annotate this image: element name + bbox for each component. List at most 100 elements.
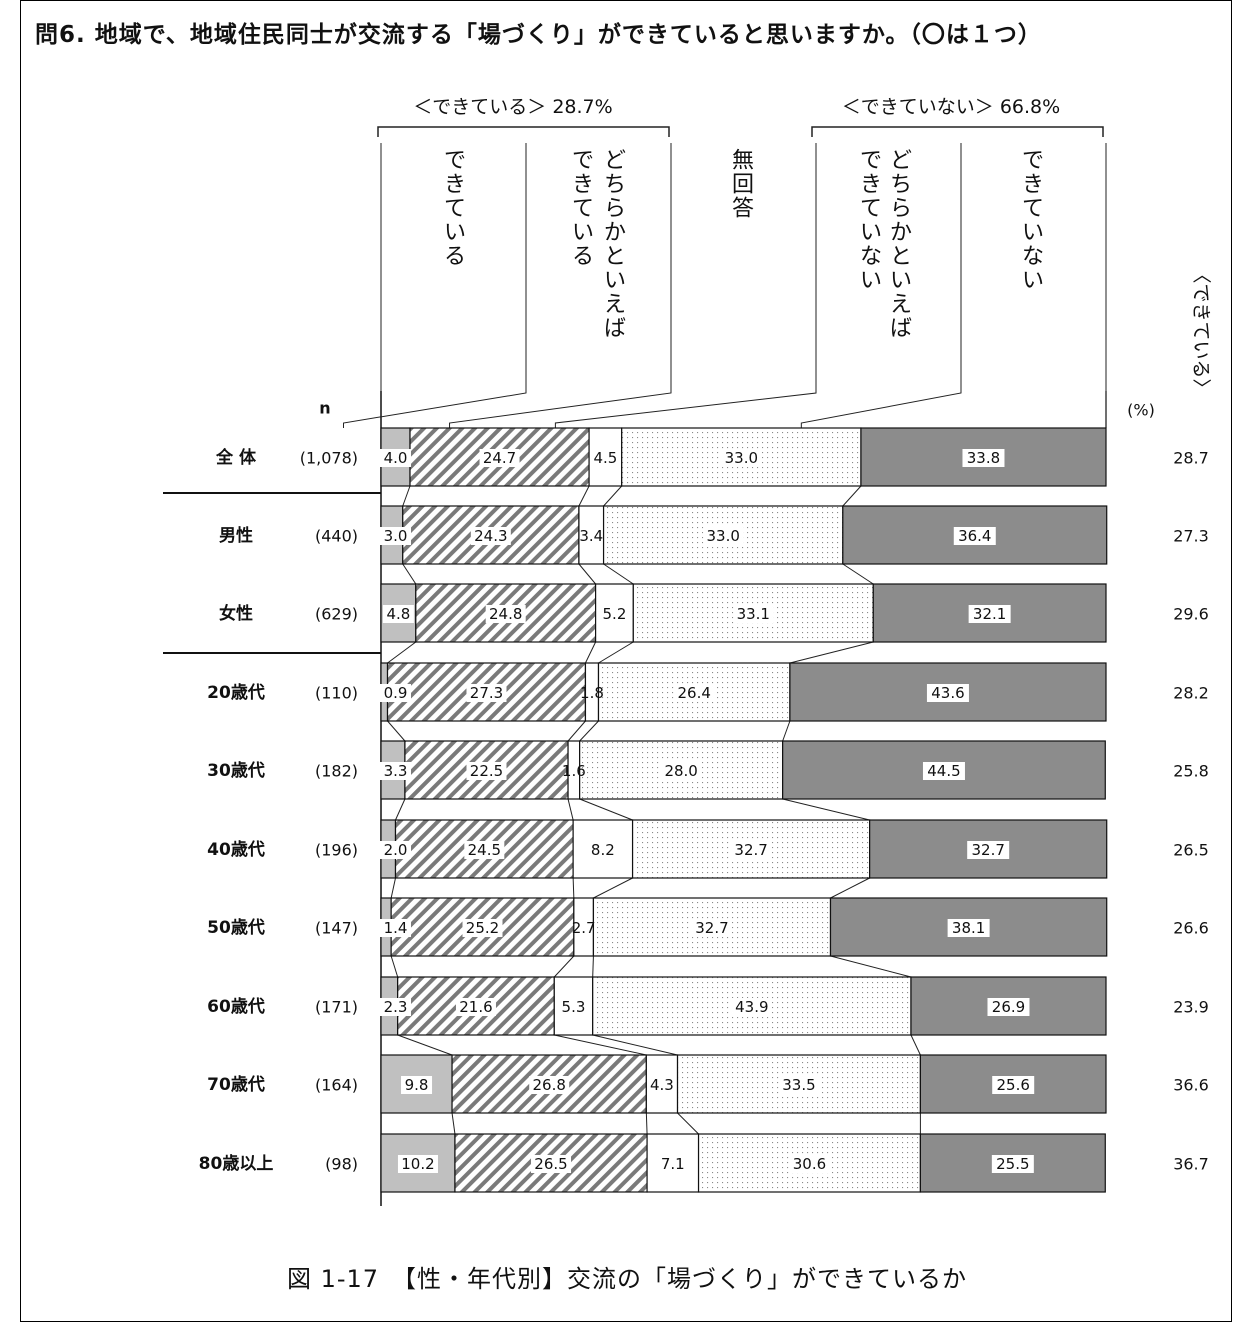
data-label-bg xyxy=(721,449,762,467)
data-label-bg xyxy=(380,998,411,1016)
data-label: 26.8 xyxy=(532,1076,565,1094)
legend-char: 回 xyxy=(732,173,754,198)
legend-char: て xyxy=(860,197,882,222)
data-label: 2.7 xyxy=(572,919,596,937)
data-label-bg xyxy=(992,1076,1035,1094)
legend-char: え xyxy=(604,293,626,318)
data-label: 26.9 xyxy=(992,998,1025,1016)
data-label: 3.4 xyxy=(579,527,603,545)
legend-char: い xyxy=(1022,269,1044,294)
data-label-bg xyxy=(380,762,411,780)
bar-segment xyxy=(380,1054,453,1114)
data-label: 25.5 xyxy=(996,1155,1029,1173)
row-n: (164) xyxy=(315,1076,358,1095)
connector-line xyxy=(603,485,623,507)
group-bracket xyxy=(811,126,1104,137)
legend-char: 無 xyxy=(732,149,754,174)
data-label: 2.3 xyxy=(384,998,408,1016)
bar-segment xyxy=(578,505,605,565)
connector-line xyxy=(395,798,406,821)
data-label-bg xyxy=(733,605,774,623)
row-total: 27.3 xyxy=(1173,527,1209,546)
connector-line xyxy=(598,641,634,664)
connector-line xyxy=(553,955,575,978)
row-n: (629) xyxy=(315,605,358,624)
connector-line xyxy=(390,955,399,978)
connector-line xyxy=(592,955,594,978)
row-label: 60歳代 xyxy=(207,996,265,1017)
connector-line xyxy=(397,1034,453,1056)
data-label-bg xyxy=(380,919,411,937)
bar-segment xyxy=(553,976,594,1036)
data-label: 24.7 xyxy=(483,449,516,467)
row-label: 70歳代 xyxy=(207,1074,265,1095)
data-label: 33.5 xyxy=(782,1076,815,1094)
row-n: (440) xyxy=(315,527,358,546)
legend-char: な xyxy=(1022,245,1044,270)
legend-char: い xyxy=(1022,221,1044,246)
legend-char: で xyxy=(1022,149,1044,174)
data-label: 0.9 xyxy=(384,684,408,702)
connector-line xyxy=(402,485,411,507)
legend-char: ら xyxy=(604,197,626,222)
data-label: 32.1 xyxy=(973,605,1006,623)
data-label-bg xyxy=(987,998,1030,1016)
legend-char: い xyxy=(604,269,626,294)
bar-segment xyxy=(572,819,634,879)
data-label-bg xyxy=(479,449,520,467)
data-label: 4.8 xyxy=(386,605,410,623)
data-label-bg xyxy=(529,1076,570,1094)
legend-char: て xyxy=(572,197,594,222)
legend-char: い xyxy=(860,221,882,246)
data-label-bg xyxy=(531,1155,572,1173)
data-label: 7.1 xyxy=(661,1155,685,1173)
data-label: 24.8 xyxy=(489,605,522,623)
legend-leader xyxy=(449,381,672,428)
connector-line xyxy=(579,720,599,742)
bar-segment xyxy=(646,1133,700,1193)
connector-line xyxy=(842,485,862,507)
data-label-bg xyxy=(466,762,507,780)
figure-caption: 図 1-17 【性・年代別】交流の「場づくり」ができているか xyxy=(286,1265,968,1293)
data-label-bg xyxy=(462,919,503,937)
legend-char: ど xyxy=(890,149,912,174)
data-label: 3.3 xyxy=(384,762,408,780)
row-total: 28.7 xyxy=(1173,449,1209,468)
bar-segment xyxy=(592,976,912,1036)
legend-char: ち xyxy=(890,173,912,198)
data-label: 30.6 xyxy=(793,1155,826,1173)
row-total: 29.6 xyxy=(1173,605,1209,624)
data-label-bg xyxy=(691,919,732,937)
data-label: 2.0 xyxy=(384,841,408,859)
group-bracket xyxy=(377,126,670,137)
data-label: 25.6 xyxy=(996,1076,1029,1094)
row-total: 23.9 xyxy=(1173,998,1209,1017)
legend-char: て xyxy=(1022,197,1044,222)
data-label-bg xyxy=(455,998,496,1016)
data-label-bg xyxy=(953,527,996,545)
connector-line xyxy=(567,798,574,821)
row-label: 80歳以上 xyxy=(199,1153,274,1174)
legend-char: な xyxy=(860,245,882,270)
connector-line xyxy=(567,720,586,742)
data-label: 26.5 xyxy=(534,1155,567,1173)
data-label-bg xyxy=(401,1076,433,1094)
data-label: 24.3 xyxy=(474,527,507,545)
connector-line xyxy=(554,1034,647,1056)
data-label: 4.3 xyxy=(650,1076,674,1094)
legend-char: か xyxy=(604,221,626,246)
legend-leader xyxy=(343,381,527,428)
data-label-bg xyxy=(926,684,969,702)
figure-frame: 問6. 地域で、地域住民同士が交流する「場づくり」ができていると思いますか。（〇… xyxy=(20,0,1232,1322)
data-label: 33.0 xyxy=(706,527,739,545)
legend-char: ら xyxy=(890,197,912,222)
connector-line xyxy=(910,1034,921,1056)
data-label: 9.8 xyxy=(405,1076,429,1094)
row-n: (98) xyxy=(325,1155,358,1174)
data-label: 22.5 xyxy=(470,762,503,780)
legend-char: き xyxy=(860,173,882,198)
data-label-bg xyxy=(991,1155,1034,1173)
legend-char: で xyxy=(444,149,466,174)
group-label-positive: ＜できている＞ 28.7% xyxy=(413,96,612,118)
data-label-bg xyxy=(661,762,702,780)
